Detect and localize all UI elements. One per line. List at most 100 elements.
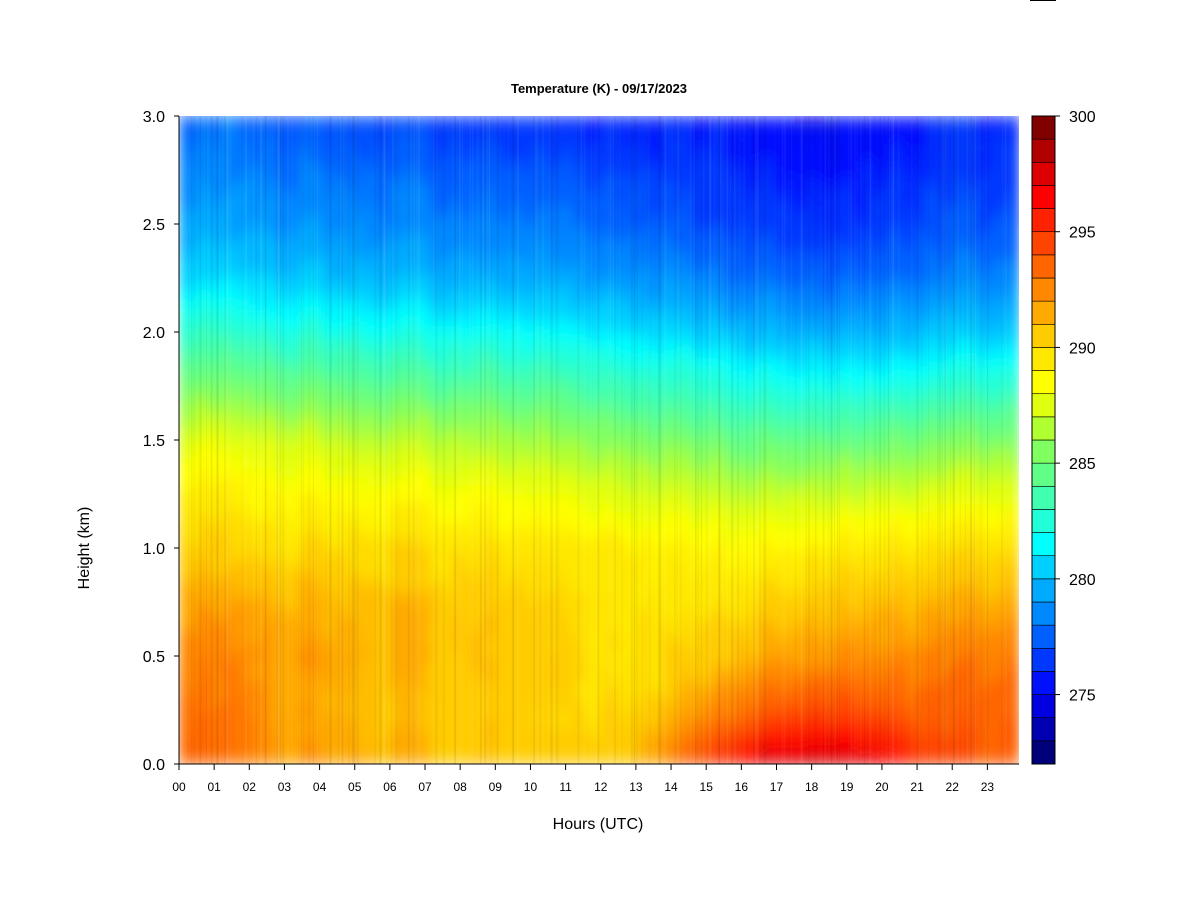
heatmap-cell (536, 233, 544, 243)
heatmap-cell (291, 719, 299, 729)
heatmap-cell (445, 512, 453, 522)
heatmap-cell (452, 125, 460, 135)
heatmap-cell (410, 386, 418, 396)
heatmap-cell (186, 467, 194, 477)
heatmap-cell (298, 143, 306, 153)
heatmap-cell (431, 287, 439, 297)
heatmap-cell (473, 503, 481, 513)
heatmap-cell (627, 449, 635, 459)
heatmap-cell (270, 296, 278, 306)
heatmap-cell (214, 521, 222, 531)
heatmap-cell (424, 341, 432, 351)
heatmap-cell (599, 638, 607, 648)
heatmap-cell (312, 728, 320, 738)
heatmap-cell (326, 269, 334, 279)
heatmap-cell (305, 485, 313, 495)
heatmap-cell (417, 377, 425, 387)
heatmap-cell (319, 179, 327, 189)
heatmap-cell (179, 683, 187, 693)
heatmap-cell (445, 143, 453, 153)
heatmap-cell (179, 665, 187, 675)
heatmap-cell (263, 152, 271, 162)
heatmap-cell (270, 602, 278, 612)
heatmap-cell (340, 170, 348, 180)
heatmap-cell (543, 188, 551, 198)
heatmap-cell (480, 476, 488, 486)
heatmap-cell (648, 656, 656, 666)
heatmap-cell (256, 647, 264, 657)
heatmap-cell (249, 341, 257, 351)
heatmap-cell (438, 260, 446, 270)
heatmap-cell (641, 431, 649, 441)
heatmap-cell (375, 395, 383, 405)
heatmap-cell (389, 269, 397, 279)
heatmap-cell (606, 737, 614, 747)
heatmap-cell (620, 575, 628, 585)
heatmap-cell (501, 467, 509, 477)
heatmap-cell (634, 539, 642, 549)
heatmap-cell (501, 242, 509, 252)
heatmap-cell (606, 503, 614, 513)
heatmap-cell (501, 593, 509, 603)
heatmap-cell (389, 404, 397, 414)
heatmap-cell (585, 593, 593, 603)
heatmap-cell (193, 269, 201, 279)
heatmap-cell (312, 404, 320, 414)
heatmap-cell (515, 431, 523, 441)
heatmap-cell (368, 467, 376, 477)
heatmap-cell (340, 539, 348, 549)
heatmap-cell (179, 116, 187, 126)
heatmap-cell (410, 719, 418, 729)
heatmap-cell (550, 467, 558, 477)
heatmap-cell (578, 269, 586, 279)
heatmap-cell (543, 701, 551, 711)
heatmap-cell (333, 386, 341, 396)
heatmap-cell (179, 422, 187, 432)
heatmap-cell (613, 584, 621, 594)
heatmap-cell (319, 116, 327, 126)
heatmap-cell (242, 323, 250, 333)
heatmap-cell (361, 350, 369, 360)
heatmap-cell (256, 287, 264, 297)
heatmap-cell (284, 296, 292, 306)
heatmap-cell (543, 719, 551, 729)
heatmap-cell (515, 656, 523, 666)
heatmap-cell (291, 431, 299, 441)
heatmap-cell (592, 296, 600, 306)
heatmap-cell (655, 242, 663, 252)
heatmap-cell (494, 494, 502, 504)
heatmap-cell (480, 728, 488, 738)
heatmap-cell (445, 305, 453, 315)
heatmap-cell (473, 305, 481, 315)
heatmap-cell (256, 242, 264, 252)
heatmap-cell (487, 746, 495, 756)
heatmap-cell (361, 152, 369, 162)
heatmap-cell (347, 593, 355, 603)
heatmap-cell (207, 665, 215, 675)
heatmap-cell (431, 143, 439, 153)
heatmap-cell (221, 116, 229, 126)
heatmap-cell (340, 611, 348, 621)
heatmap-cell (606, 431, 614, 441)
heatmap-cell (256, 350, 264, 360)
heatmap-cell (613, 251, 621, 261)
heatmap-cell (179, 278, 187, 288)
heatmap-cell (305, 350, 313, 360)
heatmap-cell (410, 440, 418, 450)
heatmap-cell (620, 521, 628, 531)
heatmap-cell (193, 566, 201, 576)
heatmap-cell (249, 161, 257, 171)
heatmap-cell (473, 197, 481, 207)
heatmap-cell (410, 341, 418, 351)
heatmap-cell (242, 377, 250, 387)
heatmap-cell (543, 530, 551, 540)
heatmap-cell (627, 611, 635, 621)
heatmap-cell (480, 125, 488, 135)
heatmap-cell (207, 413, 215, 423)
heatmap-cell (620, 566, 628, 576)
heatmap-cell (634, 620, 642, 630)
heatmap-cell (655, 485, 663, 495)
heatmap-cell (620, 530, 628, 540)
heatmap-cell (571, 449, 579, 459)
heatmap-cell (480, 314, 488, 324)
